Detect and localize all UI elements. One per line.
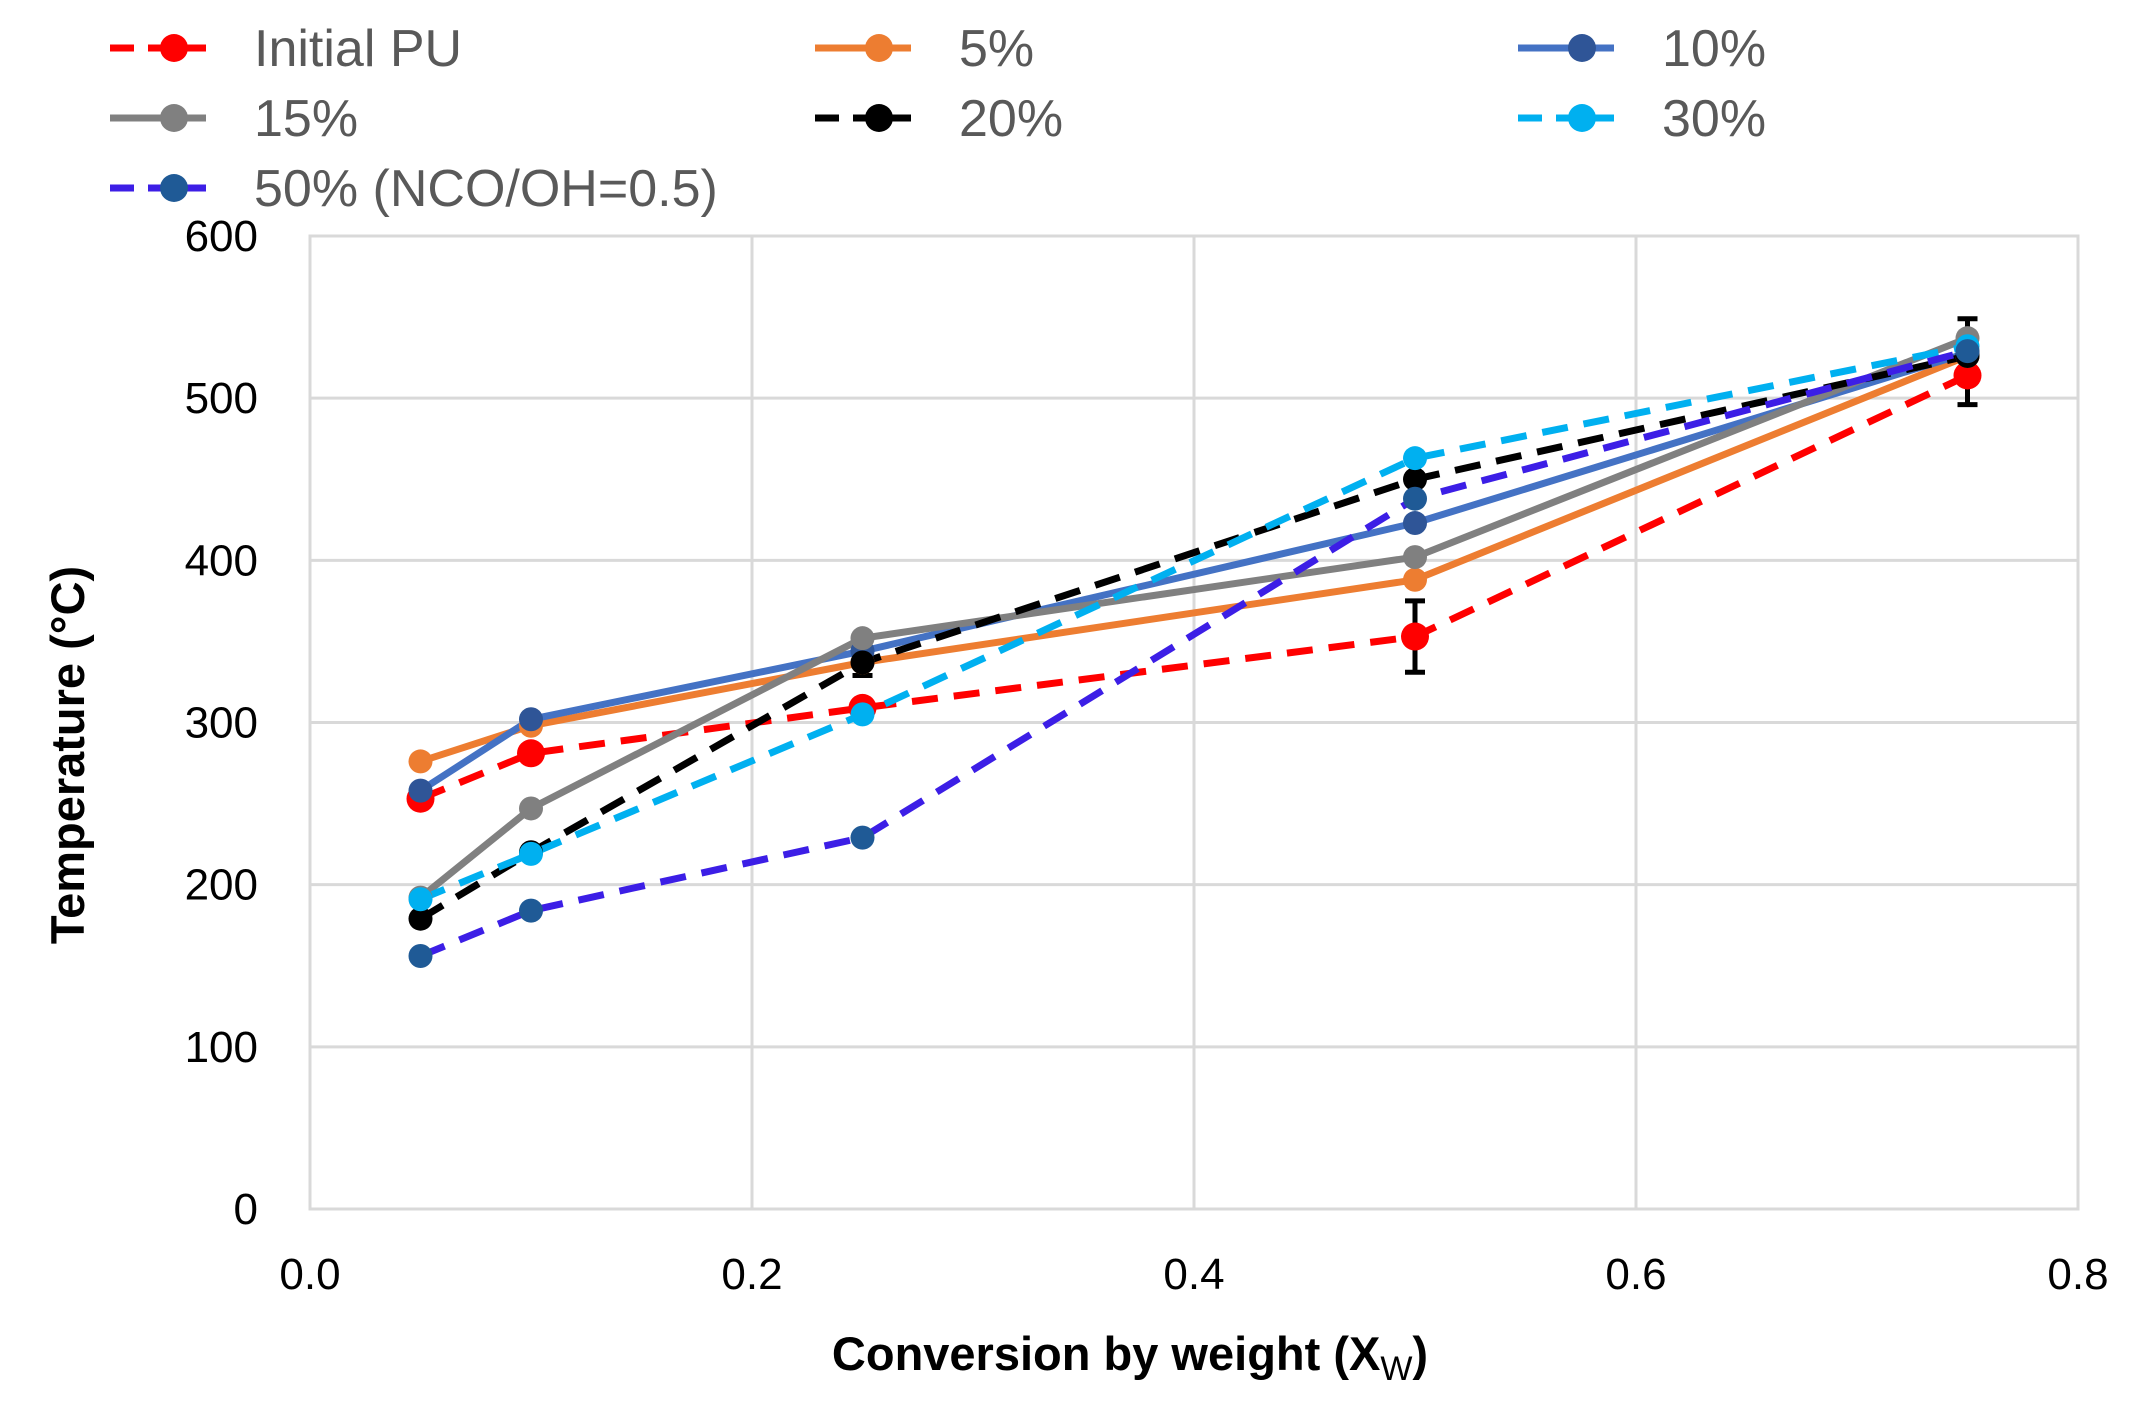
legend-marker (160, 34, 188, 62)
legend-entry: Initial PU (110, 20, 462, 78)
plot-area (308, 234, 2080, 1211)
x-axis-title-close: ) (1412, 1327, 1428, 1380)
legend-entry: 15% (110, 90, 358, 148)
x-tick-label: 0.8 (2047, 1250, 2108, 1299)
data-point-6 (1403, 486, 1427, 511)
data-point-3 (519, 796, 543, 821)
y-tick-label: 0 (234, 1185, 258, 1234)
data-point-2 (519, 707, 543, 732)
x-tick-label: 0.0 (279, 1250, 340, 1299)
x-tick-label: 0.2 (721, 1250, 782, 1299)
data-point-4 (408, 906, 433, 931)
legend-marker (865, 104, 893, 132)
legend-marker (865, 34, 893, 62)
legend-label: 5% (959, 20, 1034, 78)
plot-border (308, 234, 2080, 1211)
data-point-1 (408, 749, 433, 774)
data-point-5 (519, 841, 543, 866)
y-tick-label: 200 (185, 861, 258, 910)
legend-label: 20% (959, 90, 1063, 148)
y-tick-label: 100 (185, 1023, 258, 1072)
x-axis-tick-labels: 0.0 0.2 0.4 0.6 0.8 (279, 1250, 2108, 1299)
legend-label: 50% (NCO/OH=0.5) (254, 160, 718, 218)
legend-marker (1568, 104, 1596, 132)
data-point-2 (1403, 511, 1427, 536)
x-tick-label: 0.4 (1163, 1250, 1224, 1299)
data-point-6 (850, 825, 875, 850)
legend-entry: 50% (NCO/OH=0.5) (110, 160, 718, 218)
data-point-0 (517, 739, 545, 768)
y-tick-label: 400 (185, 536, 258, 585)
data-point-3 (850, 626, 875, 651)
y-tick-label: 300 (185, 699, 258, 748)
y-tick-label: 500 (185, 374, 258, 423)
x-axis-title-main: Conversion by weight (X (832, 1327, 1380, 1380)
legend-marker (160, 174, 188, 202)
data-point-6 (408, 944, 433, 969)
data-point-2 (408, 778, 433, 803)
legend-entry: 20% (815, 90, 1063, 148)
y-axis-tick-labels: 0 100 200 300 400 500 600 (185, 212, 258, 1234)
data-point-4 (850, 650, 875, 675)
legend-label: 30% (1662, 90, 1766, 148)
legend-label: 10% (1662, 20, 1766, 78)
data-point-5 (408, 887, 433, 912)
data-point-0 (1953, 361, 1982, 390)
legend-entry: 30% (1518, 90, 1766, 148)
y-axis-title: Temperature (°C) (41, 566, 94, 944)
data-point-6 (1955, 339, 1980, 364)
data-point-3 (1403, 545, 1427, 570)
x-axis-title: Conversion by weight (XW) (832, 1327, 1428, 1388)
legend-marker (1568, 34, 1596, 62)
x-tick-label: 0.6 (1605, 1250, 1666, 1299)
legend-entry: 10% (1518, 20, 1766, 78)
data-point-5 (1403, 446, 1427, 471)
data-point-6 (519, 898, 543, 923)
x-axis-title-subscript: W (1380, 1350, 1412, 1388)
data-point-1 (1403, 567, 1427, 592)
legend-label: Initial PU (254, 20, 462, 78)
y-tick-label: 600 (185, 212, 258, 261)
legend-entry: 5% (815, 20, 1034, 78)
data-point-4 (1403, 467, 1427, 492)
data-point-0 (1401, 622, 1429, 651)
legend-label: 15% (254, 90, 358, 148)
series-markers (406, 326, 1982, 969)
legend-marker (160, 104, 188, 132)
legend: Initial PU 5% 10% 15% 20% 30% 50% (NCO/OH=0.5) (110, 20, 1766, 218)
data-point-5 (850, 702, 875, 727)
